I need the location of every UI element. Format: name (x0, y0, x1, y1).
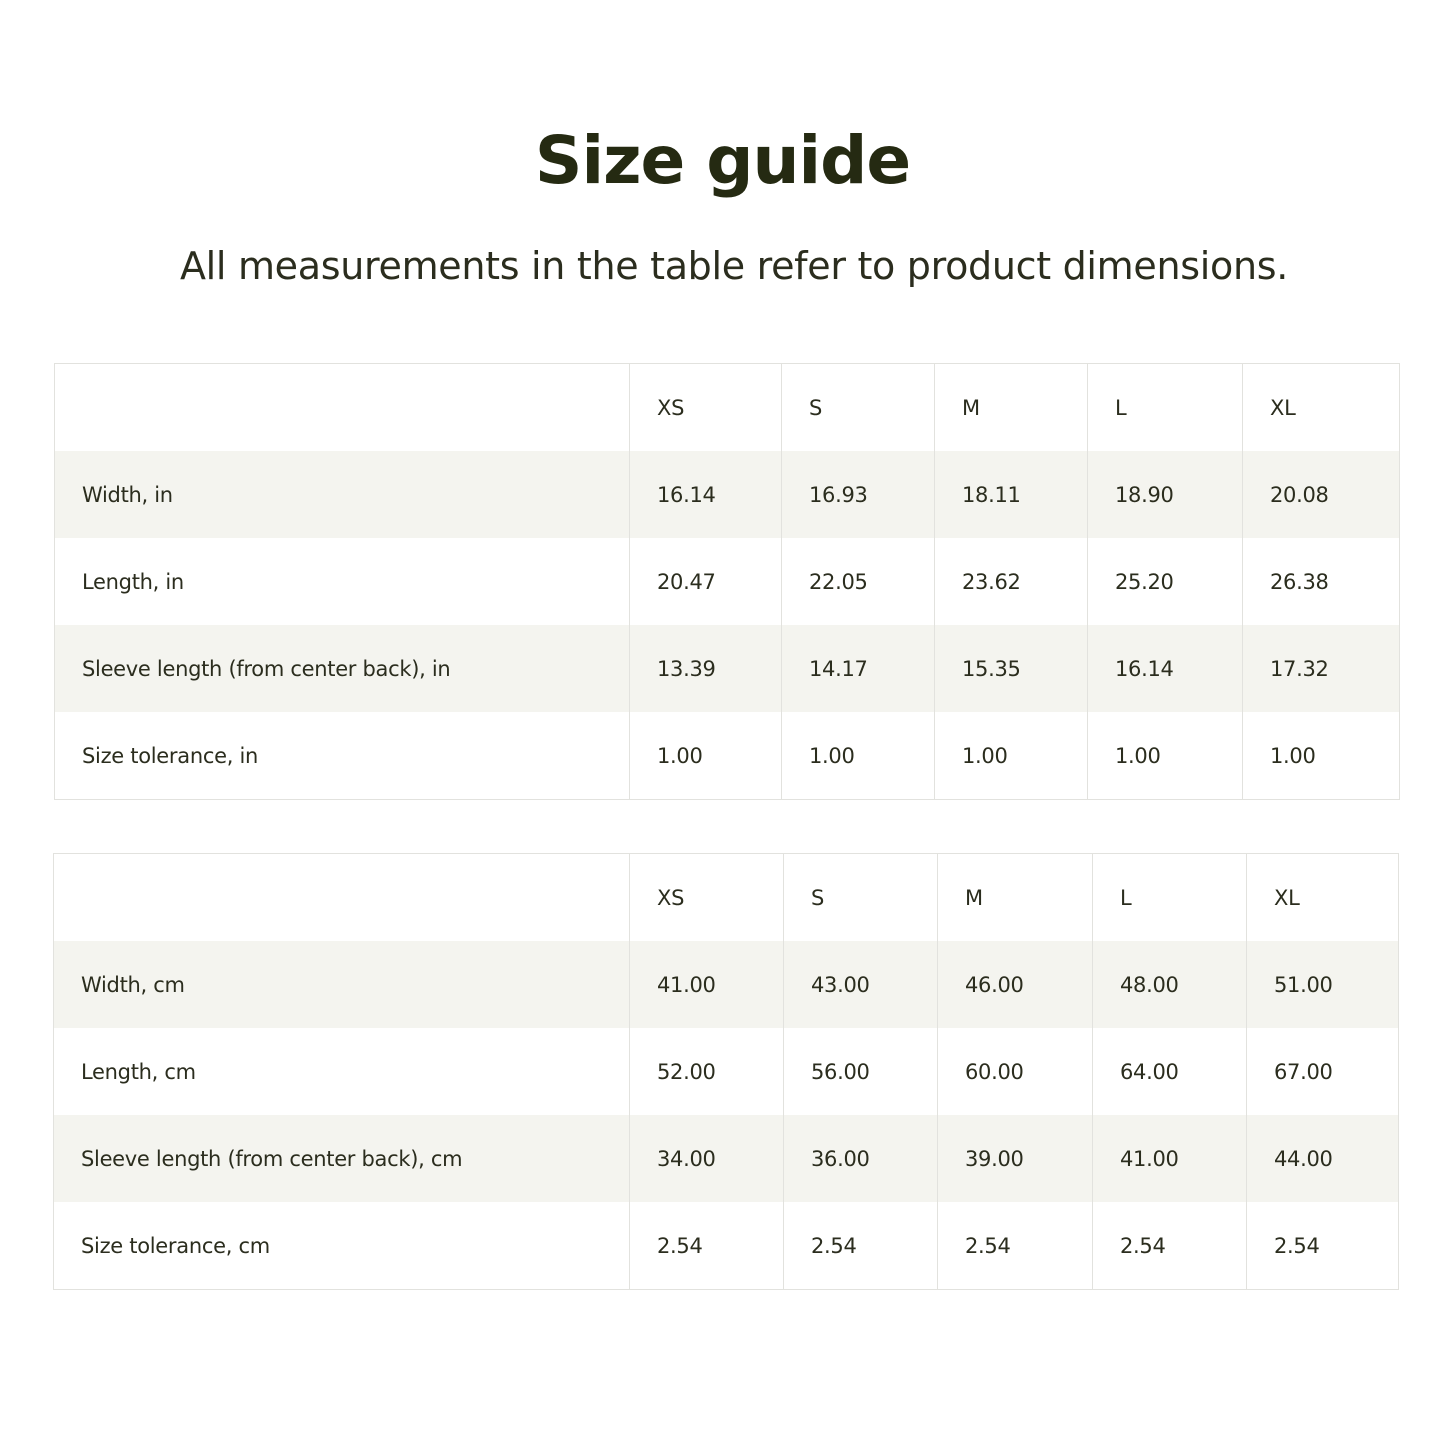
measurement-cell: 64.00 (1092, 1028, 1247, 1115)
row-label: Sleeve length (from center back), in (54, 625, 630, 712)
size-header: XS (629, 363, 782, 451)
measurement-cell: 2.54 (783, 1202, 938, 1290)
measurement-cell: 34.00 (629, 1115, 784, 1202)
row-label: Size tolerance, in (82, 743, 258, 768)
measurement-cell: 2.54 (1092, 1202, 1247, 1290)
size-header: M (937, 853, 1093, 941)
header-row: XS S M L XL (55, 363, 1400, 452)
measurement-cell: 16.14 (1087, 625, 1243, 712)
row-label: Width, cm (53, 941, 630, 1028)
measurement-cell: 16.14 (629, 451, 782, 538)
row-label: Length, cm (81, 1059, 196, 1084)
measurement-cell: 36.00 (783, 1115, 938, 1202)
table-row: Size tolerance, cm 2.54 2.54 2.54 2.54 2.54 (54, 1202, 1399, 1290)
size-header: S (781, 363, 935, 451)
size-header: XS (629, 853, 784, 941)
measurement-cell: 1.00 (1087, 712, 1243, 800)
page-title: Size guide (534, 122, 911, 199)
size-header: M (934, 363, 1088, 451)
size-table-centimeters: XS S M L XL Width, cm 41.00 43.00 46.00 48.00 51.0… (53, 853, 1399, 1290)
table-row: Width, cm 41.00 43.00 46.00 48.00 51.00 (53, 941, 1399, 1028)
measurement-cell: 14.17 (781, 625, 935, 712)
size-header: L (1092, 853, 1247, 941)
measurement-cell: 43.00 (783, 941, 938, 1028)
measurement-cell: 67.00 (1246, 1028, 1399, 1115)
measurement-cell: 2.54 (937, 1202, 1093, 1290)
measurement-cell: 2.54 (1246, 1202, 1399, 1290)
page-subtitle: All measurements in the table refer to p… (179, 244, 1289, 288)
table-row: Length, cm 52.00 56.00 60.00 64.00 67.00 (54, 1028, 1399, 1115)
measurement-cell: 51.00 (1246, 941, 1399, 1028)
measurement-cell: 41.00 (1092, 1115, 1247, 1202)
measurement-cell: 23.62 (934, 538, 1088, 625)
measurement-cell: 56.00 (783, 1028, 938, 1115)
table-row: Length, in 20.47 22.05 23.62 25.20 26.38 (55, 538, 1400, 625)
table-row: Size tolerance, in 1.00 1.00 1.00 1.00 1.00 (55, 712, 1400, 800)
measurement-cell: 48.00 (1092, 941, 1247, 1028)
row-label: Length, in (82, 569, 184, 594)
measurement-cell: 52.00 (629, 1028, 784, 1115)
measurement-cell: 18.11 (934, 451, 1088, 538)
measurement-cell: 20.08 (1242, 451, 1400, 538)
row-label: Width, in (54, 451, 630, 538)
size-header: XL (1246, 853, 1399, 941)
measurement-cell: 46.00 (937, 941, 1093, 1028)
measurement-cell: 1.00 (629, 712, 782, 800)
measurement-cell: 20.47 (629, 538, 782, 625)
table-row: Width, in 16.14 16.93 18.11 18.90 20.08 (54, 451, 1400, 538)
size-header: XL (1242, 363, 1400, 451)
measurement-cell: 2.54 (629, 1202, 784, 1290)
measurement-cell: 22.05 (781, 538, 935, 625)
row-label: Size tolerance, cm (81, 1233, 270, 1258)
measurement-cell: 39.00 (937, 1115, 1093, 1202)
measurement-cell: 44.00 (1246, 1115, 1399, 1202)
measurement-cell: 13.39 (629, 625, 782, 712)
size-header: L (1087, 363, 1243, 451)
measurement-cell: 1.00 (934, 712, 1088, 800)
size-header: S (783, 853, 938, 941)
table-row: Sleeve length (from center back), cm 34.0… (53, 1115, 1399, 1202)
corner-cell (54, 854, 630, 942)
measurement-cell: 41.00 (629, 941, 784, 1028)
table-row: Sleeve length (from center back), in 13.3… (54, 625, 1400, 712)
measurement-cell: 1.00 (781, 712, 935, 800)
row-label: Sleeve length (from center back), cm (53, 1115, 630, 1202)
measurement-cell: 17.32 (1242, 625, 1400, 712)
measurement-cell: 16.93 (781, 451, 935, 538)
measurement-cell: 26.38 (1242, 538, 1400, 625)
measurement-cell: 15.35 (934, 625, 1088, 712)
header-row: XS S M L XL (54, 853, 1399, 942)
measurement-cell: 25.20 (1087, 538, 1243, 625)
size-table-inches: XS S M L XL Width, in 16.14 16.93 18.11 18.90 20.0… (54, 363, 1400, 800)
measurement-cell: 1.00 (1242, 712, 1400, 800)
measurement-cell: 18.90 (1087, 451, 1243, 538)
corner-cell (55, 364, 630, 452)
measurement-cell: 60.00 (937, 1028, 1093, 1115)
